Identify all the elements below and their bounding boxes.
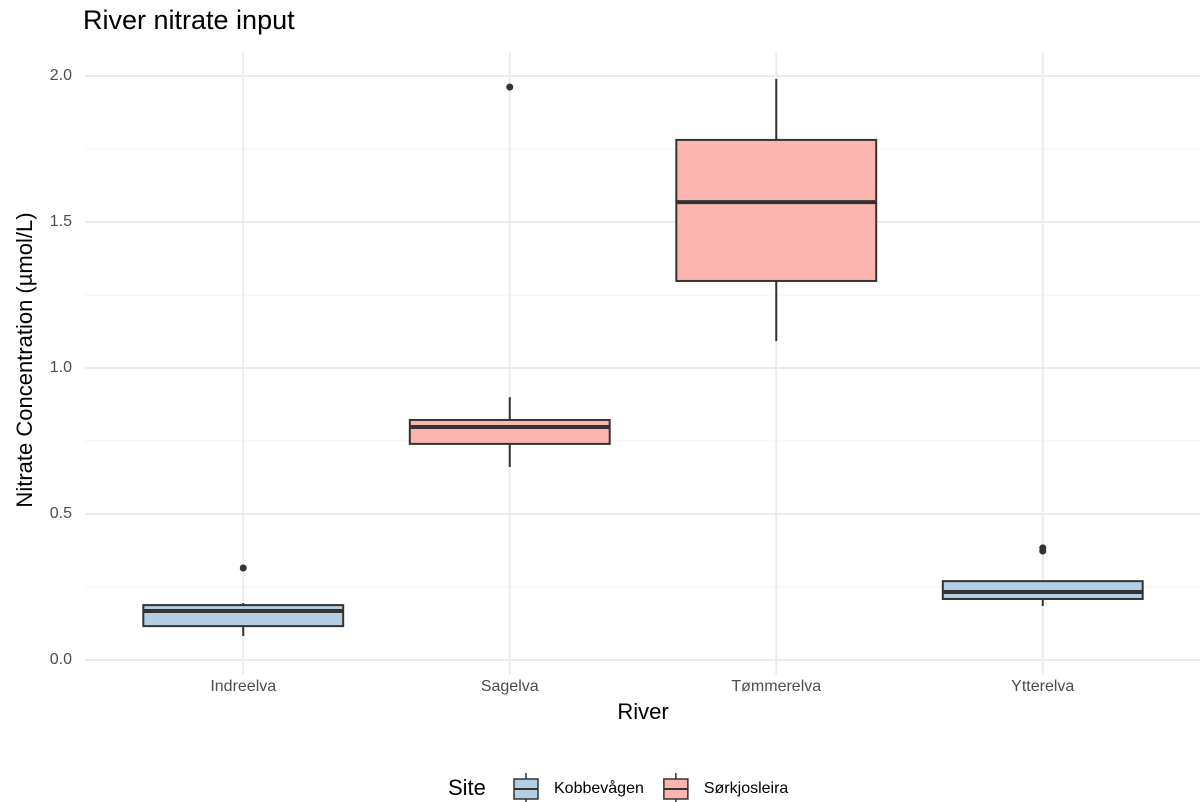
x-tick-label: Indreelva [210, 678, 276, 695]
x-axis-label: River [617, 699, 668, 724]
y-tick-label: 1.0 [50, 359, 72, 376]
y-tick-label: 0.5 [50, 505, 72, 522]
y-tick-label: 2.0 [50, 67, 72, 84]
box [142, 604, 345, 628]
y-tick-label: 0.0 [50, 651, 72, 668]
x-tick-label: Ytterelva [1011, 678, 1074, 695]
marks [142, 78, 1144, 637]
outlier [239, 564, 247, 572]
legend: Site Kobbevågen Sørkjosleira [448, 773, 788, 802]
box [675, 138, 878, 282]
y-tick-label: 1.5 [50, 213, 72, 230]
outlier [1039, 547, 1047, 555]
y-axis-label: Nitrate Concentration (µmol/L) [12, 212, 37, 507]
legend-title: Site [448, 775, 486, 800]
x-tick-label: Tømmerelva [731, 678, 821, 695]
outlier [506, 83, 514, 91]
x-tick-label: Sagelva [481, 678, 539, 695]
legend-label: Kobbevågen [554, 779, 644, 797]
legend-label: Sørkjosleira [704, 780, 789, 797]
chart-title: River nitrate input [83, 5, 295, 35]
box [408, 418, 611, 445]
